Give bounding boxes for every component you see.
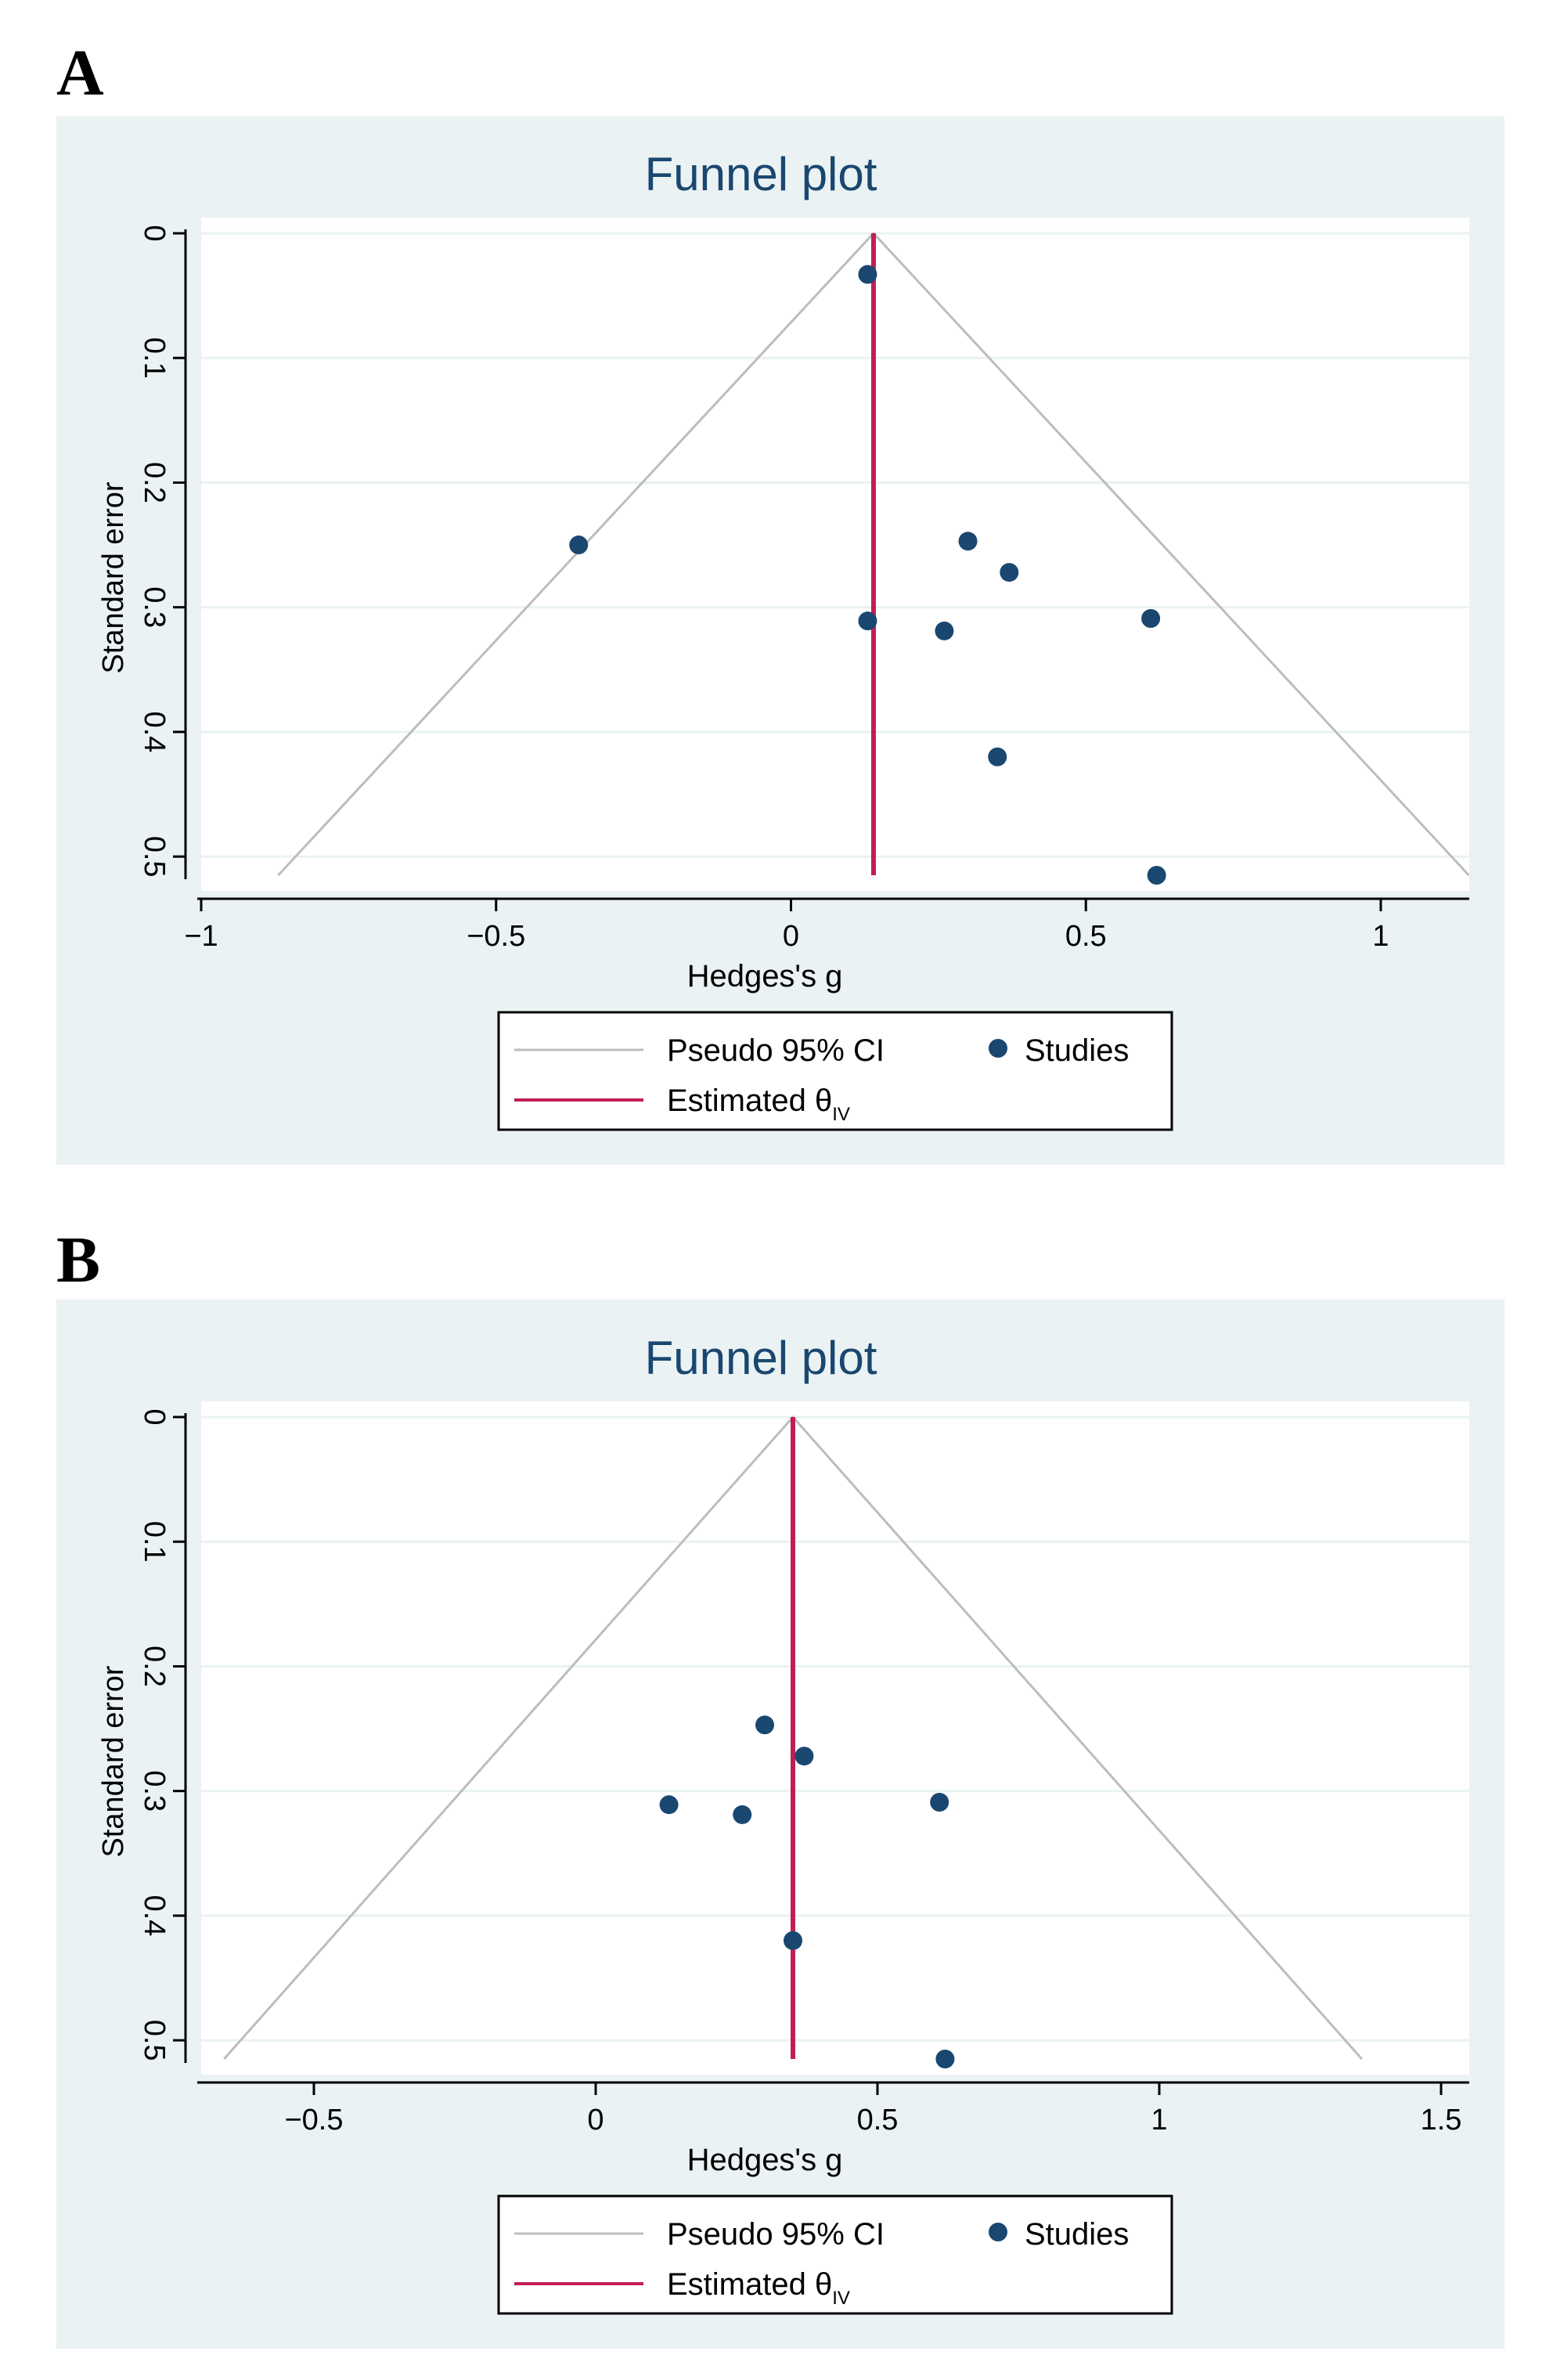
funnel-plot-panel-a: Funnel plot 0 0.1 0.2 0.3 0.4 0.5 Standard erro… <box>56 116 1504 1165</box>
y-tick-label: 0 <box>138 225 171 241</box>
y-tick-label: 0.4 <box>138 711 171 752</box>
study-point <box>935 621 954 640</box>
y-tick-label: 0.1 <box>138 1521 171 1563</box>
y-tick-label: 0.5 <box>138 2020 171 2061</box>
y-tick-label: 0 <box>138 1408 171 1425</box>
y-axis-title: Standard error <box>97 481 130 673</box>
y-tick-label: 0.4 <box>138 1895 171 1936</box>
panel-label-b: B <box>56 1224 101 1296</box>
y-tick-label: 0.3 <box>138 1770 171 1812</box>
study-point <box>930 1793 949 1812</box>
funnel-plot-panel-b: Funnel plot 0 0.1 0.2 0.3 0.4 0.5 Standard erro… <box>56 1300 1504 2349</box>
chart-title: Funnel plot <box>645 1332 877 1384</box>
study-point <box>858 611 877 631</box>
study-point <box>958 532 978 551</box>
study-point <box>858 265 877 284</box>
x-axis-title: Hedges's g <box>687 959 843 993</box>
x-tick-label: −0.5 <box>284 2104 343 2137</box>
plot-area <box>201 218 1469 891</box>
study-point <box>784 1931 802 1950</box>
study-point <box>988 747 1007 766</box>
legend-box <box>497 1011 1173 1131</box>
y-axis-title: Standard error <box>97 1665 130 1857</box>
y-tick-label: 0.3 <box>138 586 171 628</box>
legend-box <box>497 2194 1173 2315</box>
x-tick-label: −0.5 <box>467 920 525 953</box>
study-point <box>755 1715 774 1735</box>
study-point <box>1000 563 1019 582</box>
x-tick-label: 1 <box>1372 920 1389 953</box>
chart-title: Funnel plot <box>645 148 877 200</box>
study-point <box>733 1805 752 1824</box>
panel-label-a: A <box>56 37 104 110</box>
x-tick-label: 0 <box>783 920 799 953</box>
legend-studies-marker <box>989 1039 1007 1058</box>
x-axis-title: Hedges's g <box>687 2143 843 2177</box>
legend-studies-marker <box>989 2223 1007 2241</box>
y-tick-label: 0.2 <box>138 462 171 503</box>
x-tick-label: 0.5 <box>1065 920 1107 953</box>
plot-area <box>201 1401 1469 2075</box>
legend-studies-label: Studies <box>1025 2217 1129 2252</box>
x-tick-label: 1 <box>1151 2104 1167 2137</box>
study-point <box>659 1795 679 1815</box>
x-tick-label: 0 <box>587 2104 604 2137</box>
study-point <box>795 1747 814 1766</box>
y-tick-label: 0.1 <box>138 337 171 379</box>
legend-ci-label: Pseudo 95% CI <box>667 2217 885 2252</box>
study-point <box>569 536 589 555</box>
y-tick-label: 0.2 <box>138 1646 171 1687</box>
study-point <box>1141 609 1161 628</box>
x-tick-label: −1 <box>184 920 218 953</box>
study-point <box>1147 866 1166 885</box>
x-tick-label: 0.5 <box>857 2104 899 2137</box>
study-point <box>935 2050 955 2068</box>
legend-ci-label: Pseudo 95% CI <box>667 1033 885 1068</box>
legend-studies-label: Studies <box>1025 1033 1129 1068</box>
x-tick-label: 1.5 <box>1421 2104 1462 2137</box>
y-tick-label: 0.5 <box>138 836 171 878</box>
legend-estimate-label: Estimated θIV <box>667 1084 850 1125</box>
legend-estimate-label: Estimated θIV <box>667 2267 850 2309</box>
